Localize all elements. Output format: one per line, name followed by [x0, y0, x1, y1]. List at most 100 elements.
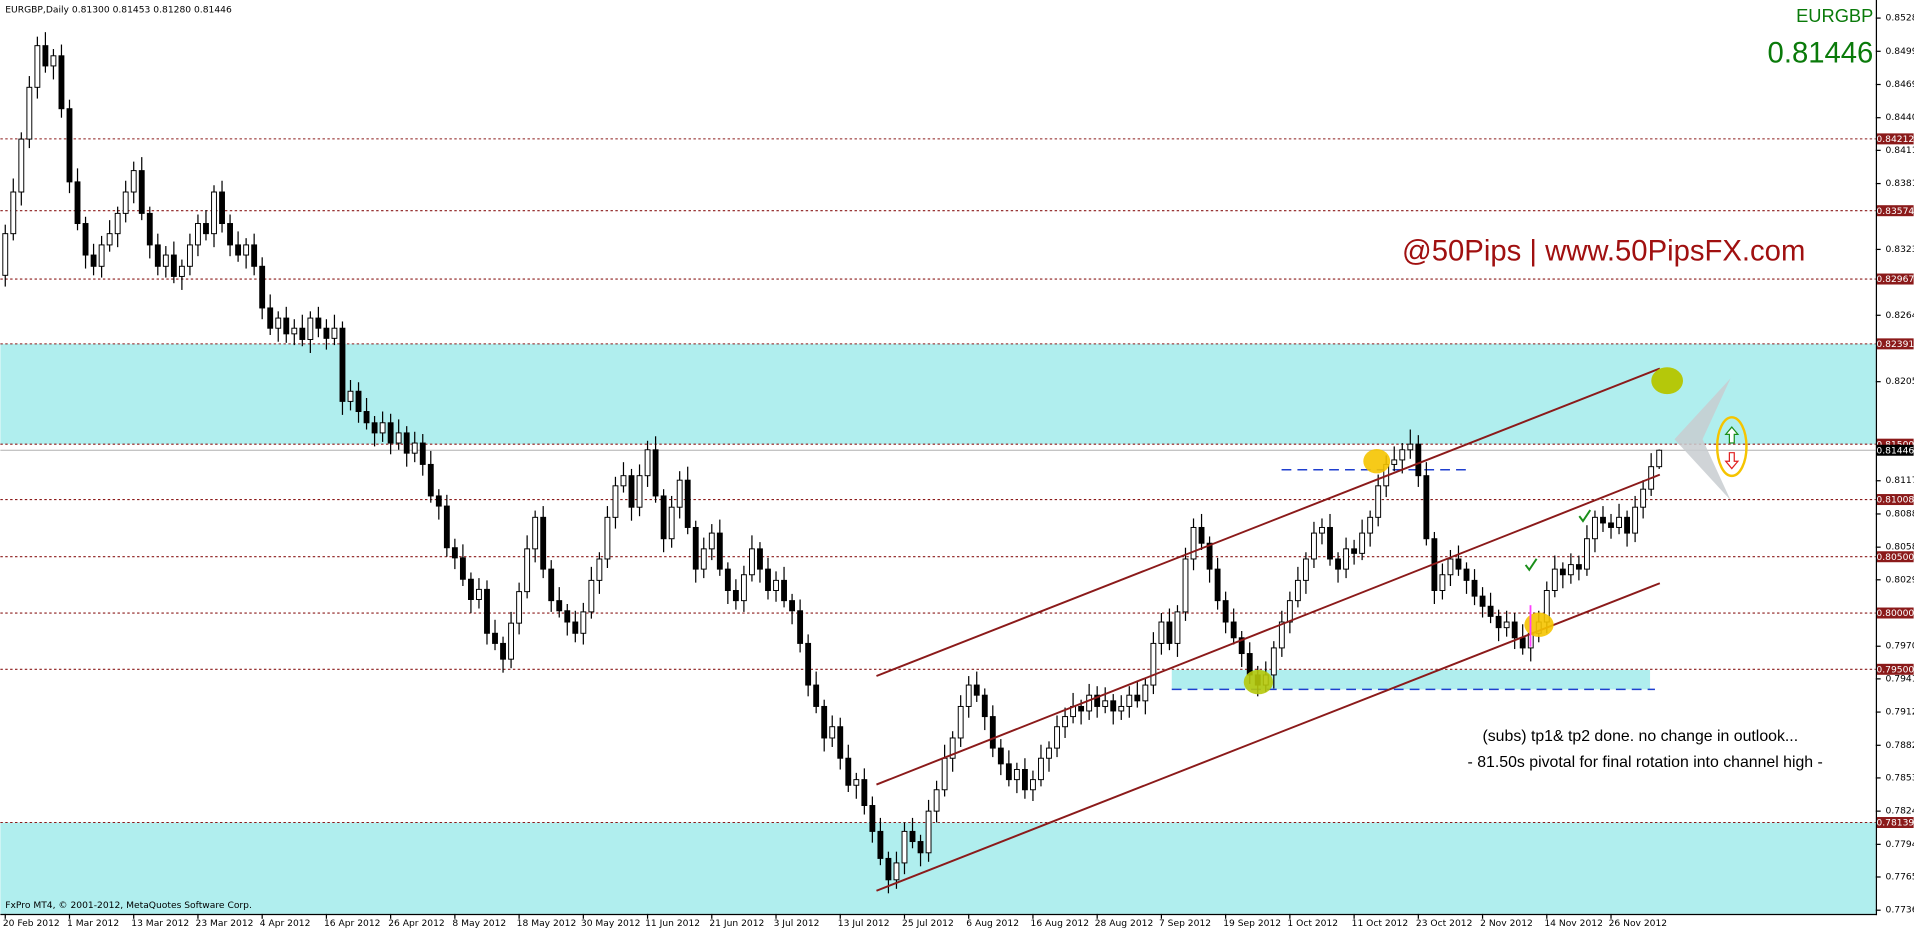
candle-body — [291, 327, 298, 335]
candle-body — [1230, 621, 1237, 639]
candle-body — [435, 495, 442, 507]
candle-body — [363, 411, 370, 424]
chart-header: EURGBP,Daily 0.81300 0.81453 0.81280 0.8… — [5, 5, 232, 15]
signal-marker — [1363, 449, 1391, 474]
candle-body — [1471, 579, 1478, 597]
candle-body — [371, 422, 378, 434]
candle-body — [845, 757, 852, 786]
candle-body — [1094, 694, 1101, 707]
candle-body — [1327, 526, 1333, 560]
candle-body — [861, 779, 868, 807]
candle-body — [411, 442, 418, 454]
candle-body — [588, 579, 595, 613]
candle-body — [2, 233, 9, 276]
candle-body — [170, 254, 177, 277]
candle-body — [724, 568, 731, 591]
outlook-ring — [1715, 416, 1748, 478]
candle-body — [42, 45, 49, 67]
candle-body — [821, 705, 828, 739]
candle-body — [162, 254, 169, 267]
candle-body — [933, 789, 940, 812]
x-tick-label: 16 Apr 2012 — [324, 919, 381, 929]
candle-body — [1559, 568, 1566, 576]
candle-body — [949, 737, 956, 759]
x-tick-label: 21 Jun 2012 — [709, 919, 764, 929]
level-label: 0.84212 — [1876, 135, 1914, 145]
candle-body — [419, 442, 426, 465]
candle-body — [130, 170, 137, 193]
x-tick-label: 2 Nov 2012 — [1480, 919, 1533, 929]
candle-body — [540, 516, 547, 570]
candle-body — [1214, 568, 1221, 602]
level-tag — [1877, 551, 1914, 563]
candle-body — [1632, 506, 1639, 534]
candle-body — [1447, 558, 1454, 576]
candle-body — [901, 830, 908, 864]
watermark: @50Pips | www.50PipsFX.com — [1402, 234, 1805, 267]
candle-body — [885, 857, 892, 881]
candle-body — [1511, 621, 1518, 639]
candle-body — [973, 684, 980, 696]
x-tick-label: 11 Jun 2012 — [645, 919, 700, 929]
candle-body — [524, 548, 531, 593]
candle-body — [1592, 516, 1598, 540]
y-tick-label: 0.84400 — [1886, 113, 1914, 123]
candle-body — [154, 244, 161, 267]
channel-lower — [876, 582, 1661, 892]
candle-body — [235, 244, 242, 256]
last-price-label: 0.81446 — [1876, 446, 1914, 456]
candle-body — [1487, 605, 1494, 617]
y-tick-label: 0.79705 — [1886, 642, 1914, 652]
y-tick-label: 0.78535 — [1886, 773, 1914, 783]
candle-body — [997, 747, 1004, 765]
candle-body — [604, 516, 611, 560]
candle-body — [797, 610, 804, 644]
y-tick-label: 0.77360 — [1886, 906, 1914, 916]
y-tick-label: 0.82645 — [1886, 311, 1914, 321]
level-label: 0.80500 — [1876, 553, 1914, 563]
candle-body — [50, 55, 57, 67]
candle-body — [1375, 485, 1382, 518]
candle-body — [1391, 459, 1398, 465]
x-tick-label: 18 May 2012 — [517, 919, 577, 929]
candle-body — [1656, 449, 1663, 468]
note: - 81.50s pivotal for final rotation into… — [1468, 754, 1823, 771]
level-tag — [1877, 133, 1914, 145]
level-label: 0.79500 — [1876, 665, 1914, 675]
candle-body — [965, 684, 972, 707]
candle-body — [443, 505, 450, 549]
candle-body — [1286, 600, 1293, 623]
candle-body — [740, 574, 747, 602]
candle-body — [765, 568, 771, 591]
candle-body — [781, 579, 787, 602]
level-tag — [1877, 817, 1914, 829]
candle-body — [195, 223, 201, 246]
candle-body — [636, 475, 643, 508]
candle-body — [339, 327, 346, 402]
x-tick-label: 4 Apr 2012 — [260, 919, 311, 929]
candle-body — [1013, 769, 1020, 781]
note: (subs) tp1& tp2 done. no change in outlo… — [1482, 728, 1798, 745]
candle-body — [1206, 542, 1213, 570]
candle-body — [652, 449, 659, 497]
candle-body — [18, 138, 25, 193]
candle-body — [1575, 564, 1582, 570]
candle-body — [749, 548, 755, 576]
candle-body — [957, 705, 964, 739]
candle-body — [106, 233, 113, 246]
candle-body — [692, 526, 699, 570]
candle-body — [1567, 564, 1574, 576]
candle-body — [227, 223, 233, 246]
level-label: 0.83574 — [1876, 207, 1914, 217]
candle-body — [243, 244, 250, 256]
level-label: 0.78139 — [1876, 819, 1914, 829]
candle-body — [323, 327, 330, 339]
candle-body — [1278, 621, 1285, 649]
candle-body — [427, 463, 434, 497]
candle-body — [1640, 488, 1647, 508]
candle-body — [1519, 637, 1526, 649]
candle-body — [917, 841, 924, 854]
level-tag — [1877, 607, 1914, 619]
x-tick-label: 8 May 2012 — [452, 919, 506, 929]
candle-body — [989, 716, 996, 749]
